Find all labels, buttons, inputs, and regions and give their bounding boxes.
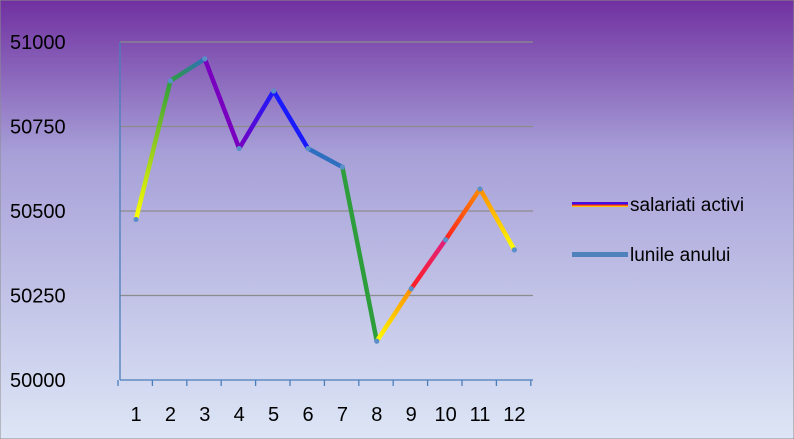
y-tick-label: 50750 — [10, 117, 66, 139]
data-point — [443, 237, 449, 243]
series-line-segment — [443, 186, 483, 242]
data-point — [133, 216, 139, 223]
x-tick-label: 12 — [503, 404, 525, 426]
legend-label-lunile-anului: lunile anului — [630, 245, 730, 266]
x-tick-label: 10 — [434, 404, 456, 426]
series-line-segment — [408, 237, 448, 291]
x-tick-label: 6 — [302, 404, 313, 426]
legend: salariati activi lunile anului — [572, 195, 744, 266]
legend-swatch-salariati-activi — [572, 202, 628, 207]
data-point — [167, 78, 173, 84]
series-line-segment — [202, 56, 242, 151]
data-point — [339, 164, 345, 170]
series-line-segment — [271, 88, 311, 151]
data-point — [477, 186, 483, 192]
series-line-segment — [477, 186, 517, 253]
data-point — [236, 145, 242, 152]
x-tick-label: 4 — [234, 404, 245, 426]
series-line-segment — [236, 88, 276, 151]
legend-label-salariati-activi: salariati activi — [630, 195, 744, 216]
y-tick-label: 51000 — [10, 32, 66, 54]
x-tick-label: 9 — [406, 404, 417, 426]
data-point — [408, 286, 414, 292]
x-tick-label: 7 — [337, 404, 348, 426]
series-line-segment — [374, 286, 414, 344]
y-tick-label: 50250 — [10, 286, 66, 308]
y-tick-label: 50500 — [10, 201, 66, 223]
series-points — [133, 56, 517, 344]
series-salariati-activi — [133, 56, 517, 344]
x-tick-label: 5 — [268, 404, 279, 426]
data-point — [305, 145, 311, 152]
data-point — [202, 56, 208, 62]
x-tick-label: 3 — [199, 404, 210, 426]
series-line-segment — [168, 56, 208, 84]
data-point — [511, 247, 517, 253]
x-tick-label: 1 — [130, 404, 141, 426]
x-tick-label: 2 — [165, 404, 176, 426]
series-line-segment — [305, 146, 345, 170]
x-tick-label: 8 — [371, 404, 382, 426]
y-axis-tick-labels: 50000 50250 50500 50750 51000 — [10, 32, 66, 392]
axes — [117, 42, 533, 386]
legend-swatch-lunile-anului — [572, 252, 628, 257]
x-axis-tick-labels: 1 2 3 4 5 6 7 8 9 10 11 12 — [130, 404, 525, 426]
data-point — [374, 338, 380, 344]
series-line-segment — [340, 164, 380, 344]
series-line-segment — [133, 78, 173, 222]
y-tick-label: 50000 — [10, 370, 66, 392]
x-tick-label: 11 — [470, 404, 491, 426]
data-point — [271, 88, 277, 94]
